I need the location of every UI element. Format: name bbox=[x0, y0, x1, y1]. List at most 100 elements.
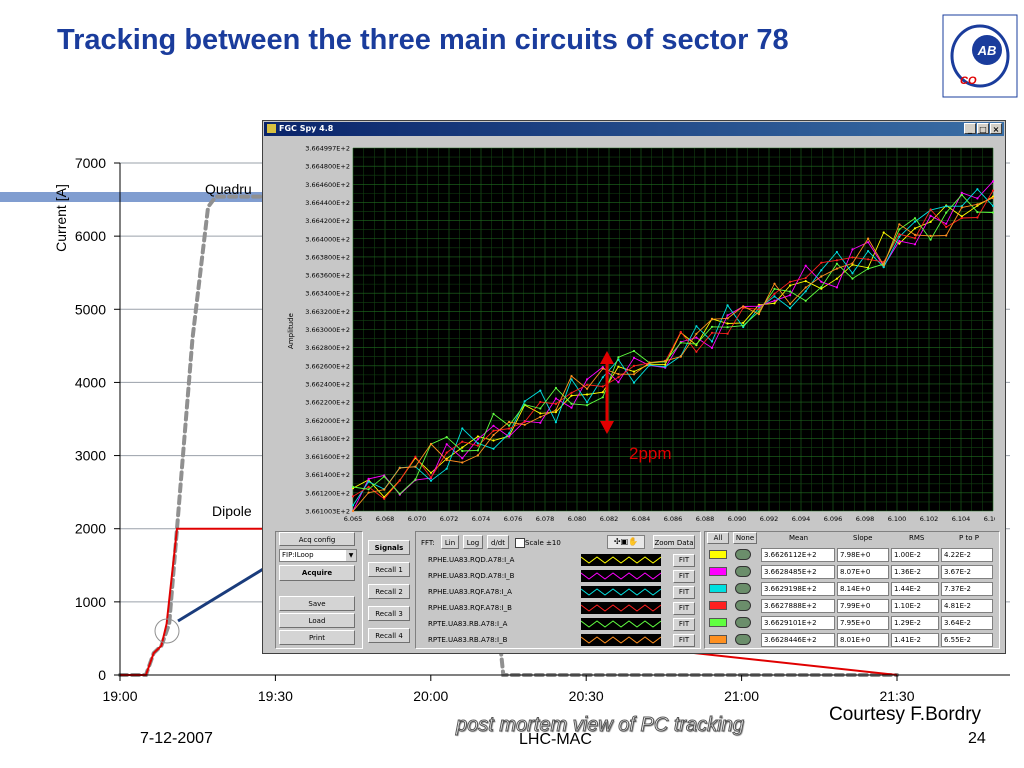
signal-point bbox=[383, 488, 386, 491]
scale-checkbox[interactable] bbox=[515, 538, 525, 548]
signal-point bbox=[882, 231, 885, 234]
amp-tick-label: 3.664600E+2 bbox=[305, 181, 350, 189]
signal-point bbox=[492, 439, 495, 442]
swatch-line bbox=[581, 604, 661, 612]
signal-point bbox=[570, 402, 573, 405]
signal-swatch[interactable] bbox=[581, 618, 661, 630]
slope-header: Slope bbox=[853, 534, 873, 542]
loop-select[interactable]: FIP:ILoop ▼ bbox=[279, 549, 357, 562]
signal-point bbox=[945, 234, 948, 237]
signal-point bbox=[913, 227, 917, 230]
signal-point bbox=[476, 435, 479, 438]
signal-swatch[interactable] bbox=[581, 570, 661, 582]
footer-date: 7-12-2007 bbox=[140, 730, 213, 747]
signal-point bbox=[351, 504, 355, 507]
signal-swatch[interactable] bbox=[581, 586, 661, 598]
amp-tick-label: 3.663800E+2 bbox=[305, 253, 350, 261]
signal-point bbox=[820, 275, 823, 278]
close-button[interactable]: × bbox=[990, 123, 1002, 134]
signal-point bbox=[617, 373, 620, 376]
lin-button[interactable]: Lin bbox=[441, 535, 459, 549]
time-tick-label: 6.080 bbox=[568, 515, 587, 523]
signal-point bbox=[492, 447, 495, 450]
p-to-p-value: 7.37E-2 bbox=[941, 582, 993, 596]
recall-4-button[interactable]: Recall 4 bbox=[368, 628, 410, 643]
signal-point bbox=[726, 326, 729, 329]
none-button[interactable]: None bbox=[733, 532, 757, 544]
ppm-annotation: 2ppm bbox=[629, 444, 672, 463]
fit-button[interactable]: FIT bbox=[673, 570, 695, 583]
cursor-tools-icon[interactable]: ✣▣✋ bbox=[607, 535, 645, 549]
signal-name: RPHE.UA83.RQF.A78:I_B bbox=[428, 604, 512, 612]
signal-point bbox=[664, 365, 667, 368]
time-tick-label: 6.106 bbox=[984, 515, 995, 523]
visibility-toggle[interactable] bbox=[735, 600, 751, 611]
signal-point bbox=[789, 307, 792, 310]
signal-swatch[interactable] bbox=[581, 554, 661, 566]
signals-button[interactable]: Signals bbox=[368, 540, 410, 555]
signal-point bbox=[710, 331, 714, 334]
signal-name: RPHE.UA83.RQD.A78:I_B bbox=[428, 572, 515, 580]
signal-swatch[interactable] bbox=[581, 634, 661, 646]
visibility-toggle[interactable] bbox=[735, 634, 751, 645]
rms-value: 1.10E-2 bbox=[891, 599, 939, 613]
time-tick-label: 6.076 bbox=[504, 515, 523, 523]
signal-point bbox=[664, 363, 667, 366]
acq-panel bbox=[275, 531, 363, 649]
signal-point bbox=[429, 479, 433, 482]
signal-point bbox=[508, 420, 511, 424]
fit-button[interactable]: FIT bbox=[673, 618, 695, 631]
maximize-button[interactable]: □ bbox=[977, 123, 989, 134]
visibility-toggle[interactable] bbox=[735, 617, 751, 628]
signal-swatch[interactable] bbox=[581, 602, 661, 614]
signal-point bbox=[679, 330, 682, 334]
signal-point bbox=[960, 193, 963, 196]
signal-point bbox=[867, 237, 870, 240]
signal-point bbox=[991, 180, 995, 183]
signal-point bbox=[773, 287, 776, 290]
ddt-button[interactable]: d/dt bbox=[487, 535, 509, 549]
signal-point bbox=[492, 433, 495, 437]
time-tick-label: 6.094 bbox=[792, 515, 811, 523]
signal-point bbox=[461, 440, 464, 443]
chevron-down-icon[interactable]: ▼ bbox=[346, 550, 356, 561]
signal-point bbox=[554, 411, 557, 414]
signal-point bbox=[586, 387, 589, 390]
swatch-line bbox=[581, 636, 661, 644]
visibility-toggle[interactable] bbox=[735, 583, 751, 594]
amp-tick-label: 3.662600E+2 bbox=[305, 362, 350, 370]
fit-button[interactable]: FIT bbox=[673, 554, 695, 567]
visibility-toggle[interactable] bbox=[735, 549, 751, 560]
acquire-button[interactable]: Acquire bbox=[279, 565, 355, 581]
fit-button[interactable]: FIT bbox=[673, 634, 695, 647]
fit-button[interactable]: FIT bbox=[673, 602, 695, 615]
amp-tick-label: 3.661600E+2 bbox=[305, 453, 350, 461]
recall-3-button[interactable]: Recall 3 bbox=[368, 606, 410, 621]
signal-point bbox=[539, 400, 542, 404]
save-button[interactable]: Save bbox=[279, 596, 355, 611]
signal-name: RPTE.UA83.RB.A78:I_B bbox=[428, 636, 508, 644]
load-button[interactable]: Load bbox=[279, 613, 355, 628]
signal-point bbox=[773, 302, 776, 305]
minimize-button[interactable]: _ bbox=[964, 123, 976, 134]
signal-trace bbox=[352, 197, 994, 512]
fit-button[interactable]: FIT bbox=[673, 586, 695, 599]
zoom-data-button[interactable]: Zoom Data bbox=[653, 535, 695, 549]
signal-point bbox=[835, 286, 839, 289]
recall-2-button[interactable]: Recall 2 bbox=[368, 584, 410, 599]
log-button[interactable]: Log bbox=[463, 535, 483, 549]
time-tick-label: 6.100 bbox=[888, 515, 907, 523]
amp-tick-label: 3.664400E+2 bbox=[305, 199, 350, 207]
visibility-toggle[interactable] bbox=[735, 566, 751, 577]
signal-point bbox=[367, 488, 370, 491]
time-tick-label: 6.074 bbox=[472, 515, 491, 523]
acq-config-button[interactable]: Acq config bbox=[279, 532, 355, 546]
x-tick-label: 19:00 bbox=[102, 688, 137, 704]
recall-1-button[interactable]: Recall 1 bbox=[368, 562, 410, 577]
signal-point bbox=[929, 208, 932, 211]
color-indicator bbox=[709, 618, 727, 627]
all-button[interactable]: All bbox=[707, 532, 729, 544]
signal-point bbox=[570, 394, 573, 397]
print-button[interactable]: Print bbox=[279, 630, 355, 645]
signal-point bbox=[695, 350, 698, 353]
